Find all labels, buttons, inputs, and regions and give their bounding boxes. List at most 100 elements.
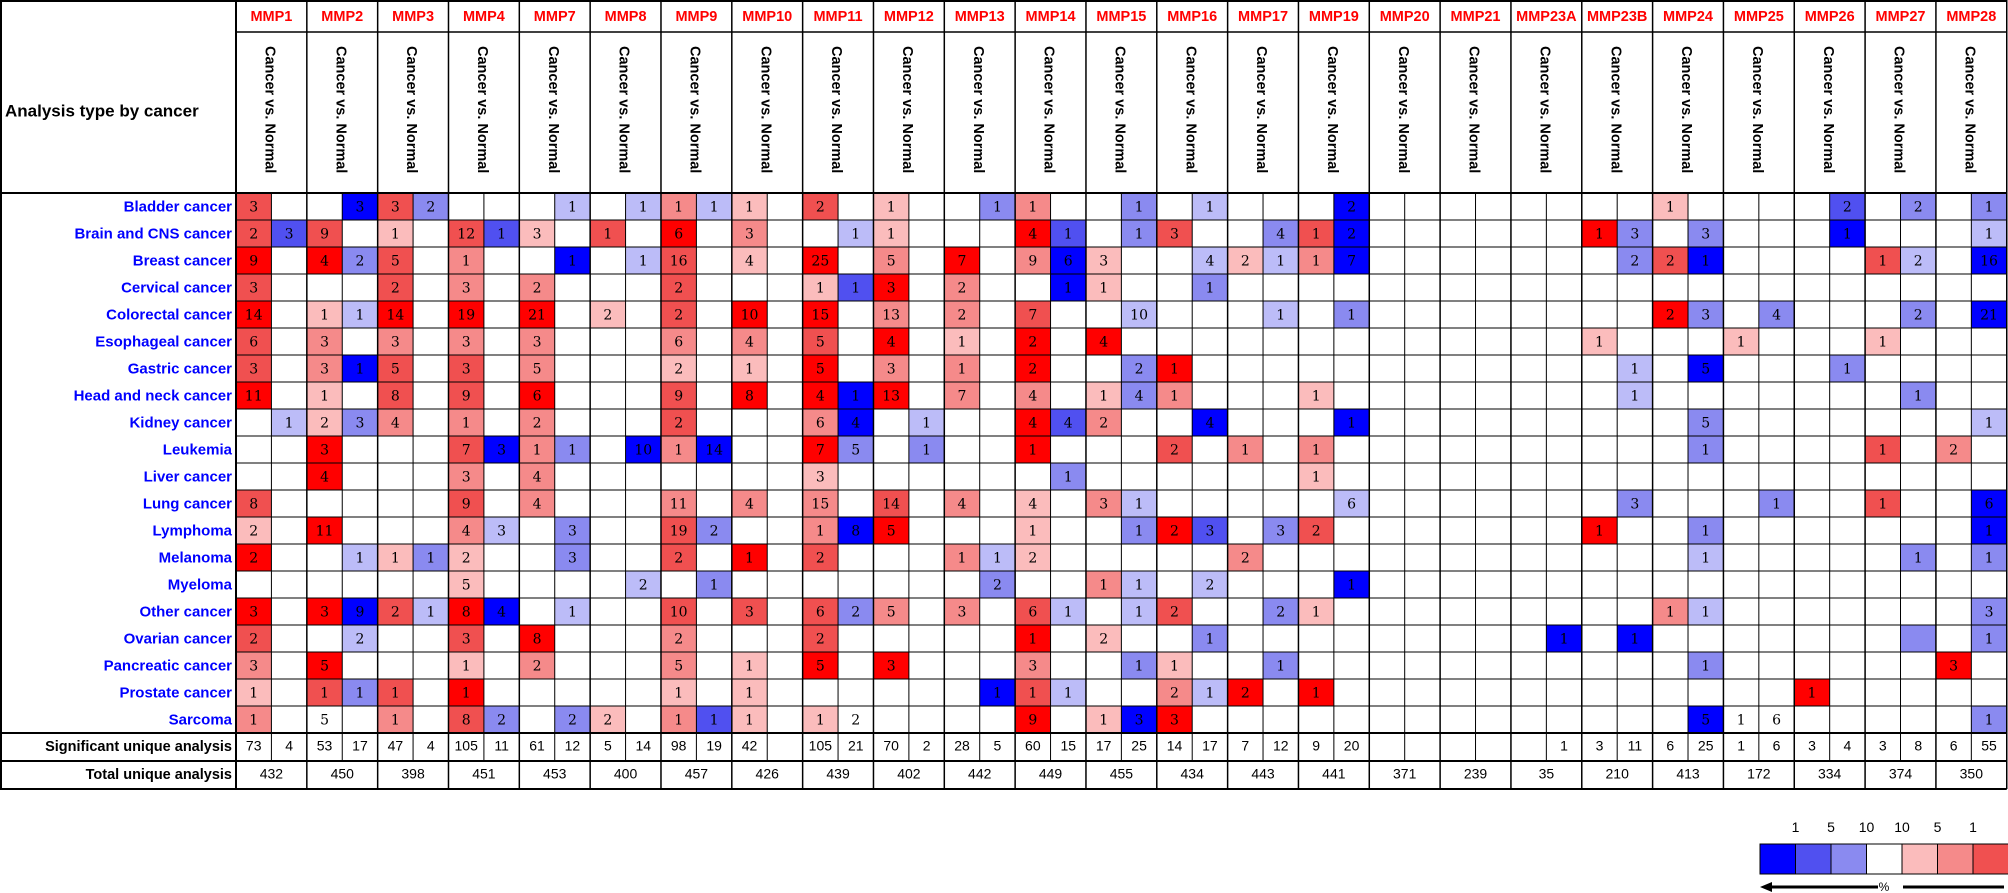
cell-value: 1	[1312, 686, 1321, 702]
heat-cell-up	[448, 679, 484, 706]
total-value: 450	[331, 766, 355, 782]
heat-cell-down	[1050, 652, 1086, 679]
heat-cell-down	[1900, 274, 1936, 301]
heat-cell-up	[1581, 382, 1618, 409]
total-value: 334	[1818, 766, 1842, 782]
heat-cell-down	[554, 652, 591, 679]
heat-cell-down	[1758, 652, 1795, 679]
gene-label: MMP20	[1380, 9, 1430, 25]
cell-value: 3	[1630, 227, 1639, 243]
heat-cell-down	[1758, 301, 1795, 328]
heat-cell-up	[306, 598, 343, 625]
heat-cell-down	[483, 679, 520, 706]
subheader-label: Cancer vs. Normal	[1607, 46, 1623, 173]
heat-cell-up	[519, 490, 555, 517]
cell-value: 3	[1099, 254, 1108, 270]
heat-cell-up	[1935, 220, 1972, 247]
heat-cell-down	[1263, 328, 1299, 355]
heat-cell-down	[1050, 598, 1086, 625]
heat-cell-down	[1404, 679, 1441, 706]
heat-cell-up	[1440, 679, 1476, 706]
cell-value: 3	[1701, 227, 1710, 243]
cell-value: 5	[320, 659, 329, 675]
heat-cell-up	[1935, 571, 1972, 598]
cell-value: 1	[426, 551, 435, 567]
heat-cell-down	[979, 544, 1016, 571]
heat-cell-up	[1298, 193, 1334, 220]
heat-cell-down	[1900, 220, 1936, 247]
significant-up-value: 3	[1596, 738, 1604, 754]
heat-cell-up	[1652, 598, 1689, 625]
heat-cell-down	[979, 409, 1016, 436]
cell-value: 1	[674, 200, 683, 216]
heat-cell-down	[1333, 436, 1370, 463]
heat-cell-up	[1369, 193, 1405, 220]
cell-value: 1	[1099, 713, 1108, 729]
cell-value: 4	[851, 416, 860, 432]
heat-cell-down	[342, 355, 378, 382]
heat-cell-up	[1227, 382, 1264, 409]
heat-cell-down	[1546, 598, 1582, 625]
heat-cell-up	[306, 625, 343, 652]
heat-cell-up	[1581, 544, 1618, 571]
heat-cell-up	[802, 436, 839, 463]
heat-cell-down	[554, 409, 591, 436]
cell-value: 2	[355, 632, 364, 648]
legend-swatch	[1795, 843, 1832, 875]
cancer-label: Gastric cancer	[128, 360, 232, 377]
heat-cell-down	[1475, 517, 1511, 544]
heat-cell-down	[1263, 706, 1299, 733]
cell-value: 2	[320, 416, 329, 432]
heat-cell-down	[1333, 193, 1370, 220]
heat-cell-down	[1121, 598, 1157, 625]
cell-value: 1	[1170, 362, 1179, 378]
heat-cell-up	[306, 409, 343, 436]
heat-cell-up	[1156, 247, 1193, 274]
gene-label: MMP16	[1167, 9, 1217, 25]
heat-cell-down	[1688, 220, 1724, 247]
subheader-label: Cancer vs. Normal	[1324, 46, 1340, 173]
cell-value: 2	[1241, 551, 1250, 567]
cell-value: 5	[1701, 362, 1710, 378]
cell-value: 1	[1808, 686, 1817, 702]
heat-cell-up	[1369, 679, 1405, 706]
heat-cell-down	[979, 463, 1016, 490]
gene-label: MMP10	[742, 9, 792, 25]
heat-cell-down	[1475, 679, 1511, 706]
heat-cell-up	[448, 247, 484, 274]
heat-cell-up	[377, 490, 414, 517]
heat-cell-up	[1865, 220, 1901, 247]
cell-value: 1	[851, 281, 860, 297]
heat-cell-up	[1298, 220, 1334, 247]
heat-cell-down	[1688, 490, 1724, 517]
gene-label: MMP13	[955, 9, 1005, 25]
cell-value: 1	[745, 200, 754, 216]
significant-down-value: 15	[1060, 738, 1076, 754]
heat-cell-up	[873, 598, 909, 625]
total-value: 451	[472, 766, 496, 782]
heat-cell-up	[660, 679, 697, 706]
gene-label: MMP14	[1026, 9, 1076, 25]
gene-label: MMP2	[321, 9, 363, 25]
heat-cell-up	[1510, 355, 1547, 382]
heat-cell-down	[1121, 652, 1157, 679]
legend-tick: 10	[1894, 819, 1910, 835]
heat-cell-down	[1688, 355, 1724, 382]
heat-cell-up	[306, 571, 343, 598]
heat-cell-down	[979, 301, 1016, 328]
cell-value: 14	[705, 443, 723, 459]
cell-value: 14	[386, 308, 404, 324]
total-value: 441	[1322, 766, 1346, 782]
significant-up-value: 3	[1808, 738, 1816, 754]
cell-value: 6	[1985, 497, 1994, 513]
heat-cell-up	[1723, 382, 1759, 409]
subheader-label: Cancer vs. Normal	[1678, 46, 1694, 173]
cell-value: 2	[1843, 200, 1852, 216]
heat-cell-down	[483, 571, 520, 598]
cell-value: 1	[674, 443, 683, 459]
heat-cell-up	[1369, 652, 1405, 679]
cell-value: 1	[1985, 416, 1994, 432]
cancer-label: Lymphoma	[153, 522, 233, 539]
heat-cell-up	[1865, 301, 1901, 328]
heat-cell-up	[1440, 328, 1476, 355]
